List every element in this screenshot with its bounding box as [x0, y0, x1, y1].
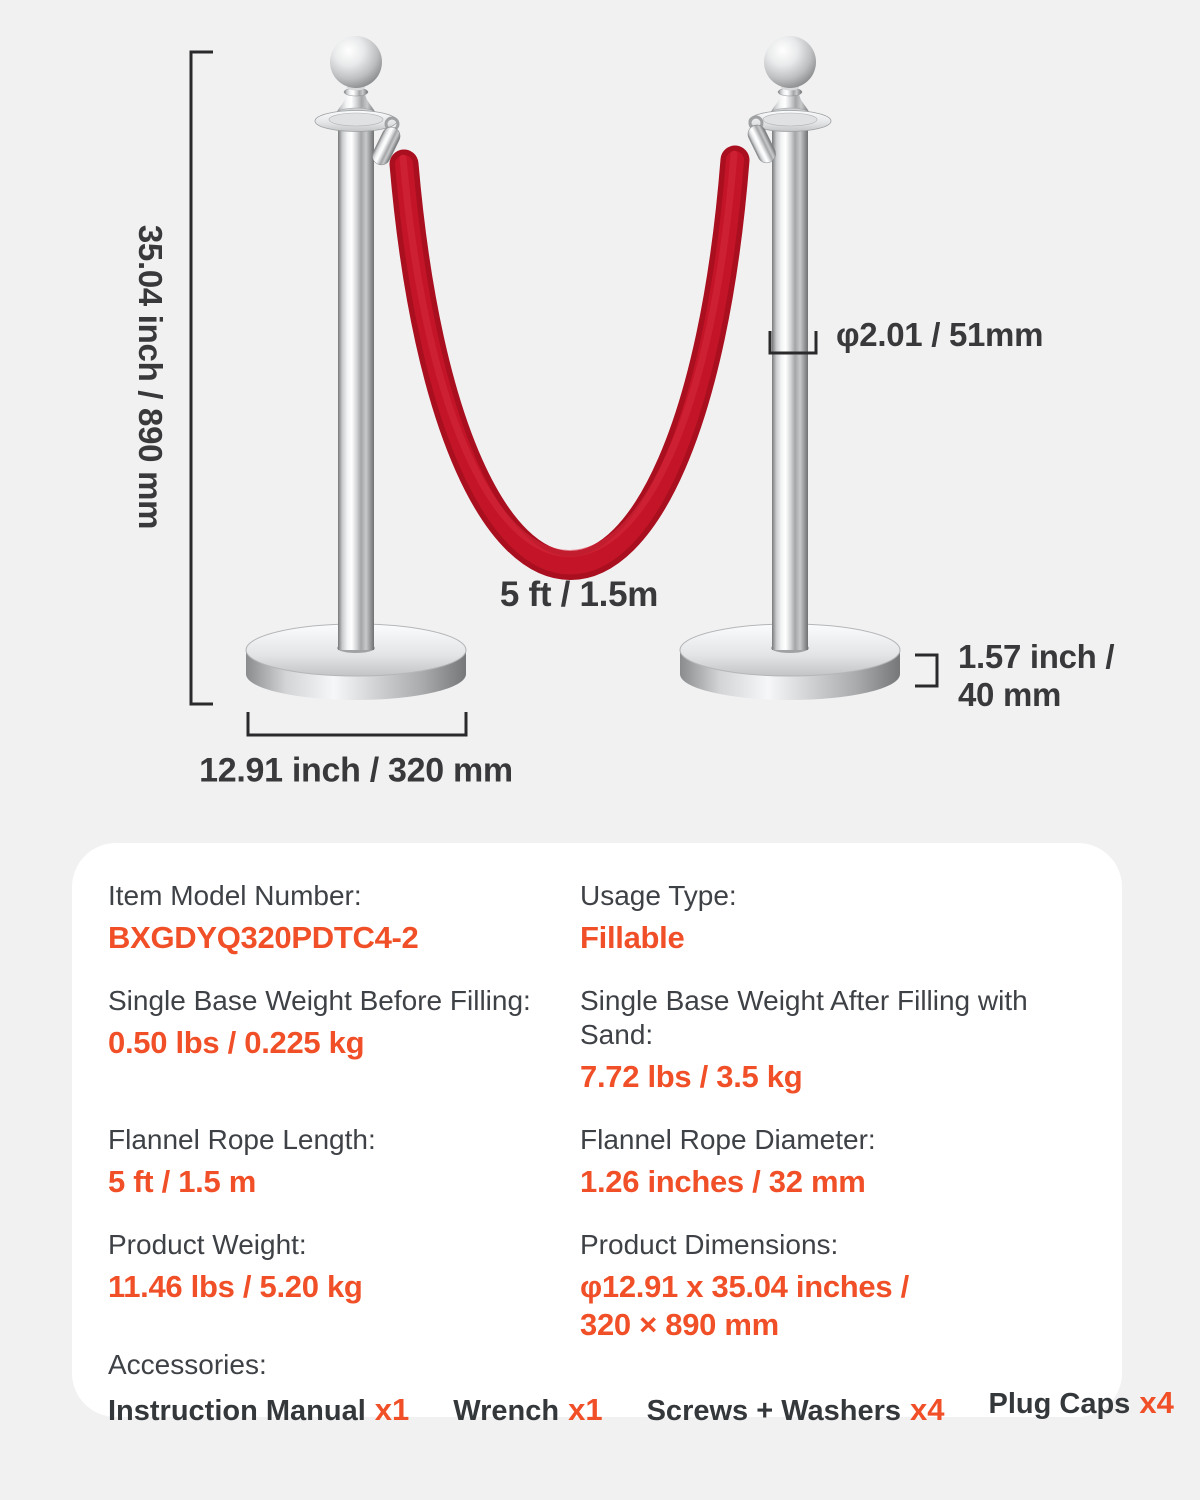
- spec-usage-type: Usage Type: Fillable: [580, 879, 1086, 957]
- accessory-name: Screws + Washers: [646, 1395, 902, 1427]
- spec-value-line1: φ12.91 x 35.04 inches /: [580, 1269, 909, 1304]
- spec-value-line2: 320 × 890 mm: [580, 1307, 779, 1342]
- spec-value: 5 ft / 1.5 m: [108, 1164, 257, 1199]
- spec-base-weight-before: Single Base Weight Before Filling: 0.50 …: [108, 984, 580, 1096]
- spec-value: 11.46 lbs / 5.20 kg: [108, 1269, 363, 1304]
- spec-base-weight-after: Single Base Weight After Filling with Sa…: [580, 984, 1086, 1096]
- accessory-name: Instruction Manual: [108, 1395, 366, 1427]
- spec-grid: Item Model Number: BXGDYQ320PDTC4-2 Usag…: [108, 879, 1174, 1430]
- height-dimension-line: [189, 50, 213, 706]
- base-height-bracket: [915, 653, 939, 688]
- spec-rope-length: Flannel Rope Length: 5 ft / 1.5 m: [108, 1123, 580, 1201]
- left-stanchion-illustration: [245, 36, 467, 700]
- accessories-label: Accessories:: [108, 1349, 267, 1380]
- spec-label: Single Base Weight After Filling with Sa…: [580, 985, 1028, 1050]
- base-height-label: 1.57 inch / 40 mm: [958, 638, 1115, 714]
- accessory-qty: x1: [568, 1392, 603, 1427]
- base-height-label-line2: 40 mm: [958, 676, 1062, 713]
- spec-product-weight: Product Weight: 11.46 lbs / 5.20 kg: [108, 1228, 580, 1344]
- spec-value: φ12.91 x 35.04 inches / 320 × 890 mm: [580, 1268, 1086, 1344]
- velvet-rope-illustration: [389, 145, 750, 580]
- rope-length-label: 5 ft / 1.5m: [499, 575, 659, 614]
- spec-label: Flannel Rope Length:: [108, 1124, 376, 1155]
- stanchion-diagram: [189, 36, 939, 737]
- spec-label: Item Model Number:: [108, 880, 362, 911]
- spec-value: BXGDYQ320PDTC4-2: [108, 920, 419, 955]
- base-diameter-label: 12.91 inch / 320 mm: [199, 751, 513, 790]
- spec-value: 1.26 inches / 32 mm: [580, 1164, 866, 1199]
- spec-item-model-number: Item Model Number: BXGDYQ320PDTC4-2: [108, 879, 580, 957]
- accessory-wrench: Wrench x1: [453, 1391, 602, 1430]
- accessory-name: Wrench: [453, 1395, 560, 1427]
- spec-rope-diameter: Flannel Rope Diameter: 1.26 inches / 32 …: [580, 1123, 1086, 1201]
- spec-label: Product Weight:: [108, 1229, 307, 1260]
- height-dimension-label: 35.04 inch / 890 mm: [132, 224, 169, 530]
- spec-value: 7.72 lbs / 3.5 kg: [580, 1059, 803, 1094]
- spec-label: Flannel Rope Diameter:: [580, 1124, 876, 1155]
- accessory-instruction-manual: Instruction Manual x1: [108, 1391, 409, 1430]
- accessory-qty: x4: [910, 1392, 945, 1427]
- accessory-name: Plug Caps: [988, 1388, 1131, 1420]
- accessories-section: Accessories: Instruction Manual x1 Wrench…: [108, 1348, 1174, 1430]
- accessory-qty: x1: [374, 1392, 410, 1427]
- accessories-list: Instruction Manual x1 Wrench x1 Screws + W…: [108, 1385, 1174, 1430]
- spec-label: Usage Type:: [580, 880, 737, 911]
- right-stanchion-illustration: [679, 36, 901, 700]
- spec-value: Fillable: [580, 920, 685, 955]
- accessory-screws-washers: Screws + Washers x4: [647, 1391, 945, 1430]
- spec-label: Product Dimensions:: [580, 1229, 839, 1260]
- spec-value: 0.50 lbs / 0.225 kg: [108, 1025, 365, 1060]
- accessory-plug-caps: Plug Caps x4: [989, 1384, 1174, 1423]
- base-height-label-line1: 1.57 inch /: [958, 638, 1115, 675]
- pole-diameter-label: φ2.01 / 51mm: [836, 316, 1044, 353]
- spec-label: Single Base Weight Before Filling:: [108, 985, 531, 1016]
- base-diameter-bracket: [246, 712, 468, 737]
- accessory-qty: x4: [1139, 1385, 1174, 1420]
- spec-card: Item Model Number: BXGDYQ320PDTC4-2 Usag…: [72, 843, 1174, 1427]
- spec-product-dimensions: Product Dimensions: φ12.91 x 35.04 inche…: [580, 1228, 1086, 1344]
- pole-diameter-bracket: [768, 331, 818, 355]
